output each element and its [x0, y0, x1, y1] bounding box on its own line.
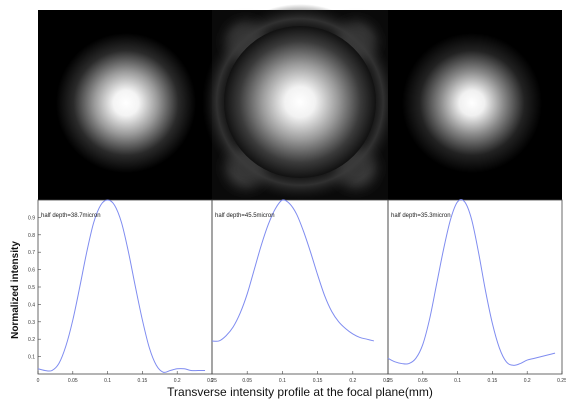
x-tick-label: 0.1 [454, 378, 461, 384]
half-depth-annotation: half depth=38.7micron [41, 213, 101, 219]
x-tick-label: 0.05 [68, 378, 78, 384]
x-tick-label: 0.2 [174, 378, 181, 384]
x-tick-label: 0.2 [524, 378, 531, 384]
x-axis-label: Transverse intensity profile at the foca… [167, 385, 433, 399]
beam-image-2 [202, 4, 398, 200]
plot-1: 0 0.05 0.1 0.15 0.2 0.25 0.1 0.2 0.3 0.4 0.5 0.6 0.7… [28, 199, 217, 384]
y-tick-label: 0.5 [28, 285, 35, 291]
y-tick-label: 0.2 [28, 337, 35, 343]
x-tick-label: 0.25 [207, 378, 217, 384]
x-tick-label: 0 [37, 378, 40, 384]
intensity-curve [37, 199, 206, 373]
x-tick-label: 0.2 [349, 378, 356, 384]
x-tick-label: 0 [211, 378, 214, 384]
intensity-curve [211, 199, 375, 342]
y-tick-label: 0.9 [28, 215, 35, 221]
y-tick-label: 0.8 [28, 233, 35, 239]
y-tick-label: 0.7 [28, 250, 35, 256]
x-tick-label: 0.05 [418, 378, 428, 384]
x-tick-label: 0 [387, 378, 390, 384]
plot-frame-2 [211, 199, 389, 375]
plot-frame-3 [387, 199, 563, 375]
plot-2: 0 0.05 0.1 0.15 0.2 0.25 half depth=45.5micron [211, 199, 393, 384]
y-tick-label: 0.6 [28, 268, 35, 274]
x-tick-label: 0.1 [279, 378, 286, 384]
beam-image-1 [38, 10, 212, 200]
plot-frame-1 [37, 199, 213, 375]
x-tick-label: 0.1 [104, 378, 111, 384]
plot-3: 0 0.05 0.1 0.15 0.2 0.25 half depth=35.3micron [387, 199, 566, 384]
x-tick-label: 0.15 [488, 378, 498, 384]
plots: 0 0.05 0.1 0.15 0.2 0.25 0.1 0.2 0.3 0.4 0.5 0.6 0.7… [28, 199, 566, 384]
half-depth-annotation: half depth=35.3micron [391, 213, 451, 219]
intensity-curve [387, 199, 556, 366]
y-tick-label: 0.1 [28, 355, 35, 361]
x-tick-label: 0.25 [557, 378, 566, 384]
x-tick-label: 0.15 [138, 378, 148, 384]
x-tick-label: 0.25 [383, 378, 393, 384]
beam-image-3 [388, 10, 562, 200]
y-axis-label: Normalized intensity [10, 241, 21, 339]
half-depth-annotation: half depth=45.5micron [215, 213, 275, 219]
x-tick-label: 0.15 [313, 378, 323, 384]
x-tick-label: 0.05 [242, 378, 252, 384]
y-tick-label: 0.4 [28, 302, 35, 308]
y-tick-label: 0.3 [28, 320, 35, 326]
